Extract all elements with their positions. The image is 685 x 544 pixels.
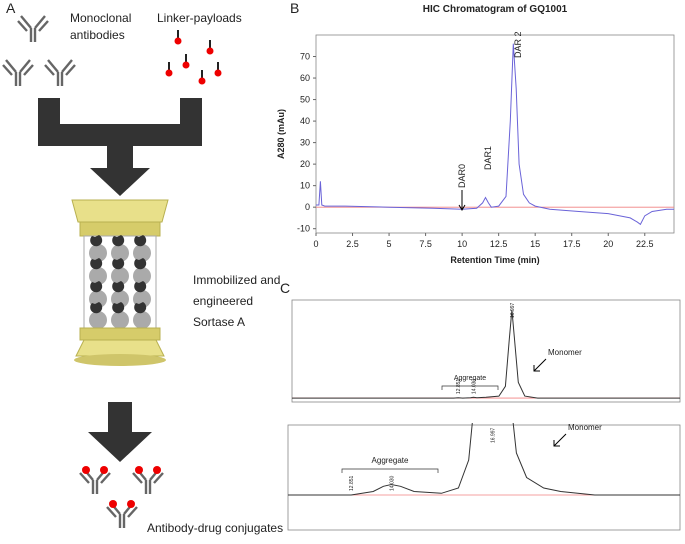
x-tick-label: 7.5 (419, 239, 432, 249)
annotation-arrow (553, 433, 567, 447)
output-label: Antibody-drug conjugates (147, 521, 284, 535)
series-line (288, 423, 680, 496)
x-tick-label: 5 (387, 239, 392, 249)
peak-label: 16.997 (490, 427, 496, 443)
y-tick-label: 30 (300, 138, 310, 148)
input-label: Monoclonal antibodies (70, 11, 132, 43)
x-tick-label: 12.5 (490, 239, 508, 249)
peak-annotation: Monomer (568, 423, 602, 432)
peak-annotation: DAR0 (457, 164, 467, 188)
panel-label: A (6, 0, 16, 16)
peak-annotation: Monomer (548, 348, 582, 357)
x-tick-label: 17.5 (563, 239, 581, 249)
diagram (1, 14, 223, 530)
chart-title: HIC Chromatogram of GQ1001 (423, 4, 568, 15)
x-axis-label: Retention Time (min) (450, 255, 539, 265)
x-tick-label: 20 (603, 239, 613, 249)
series-clip (288, 423, 680, 496)
series-line (292, 309, 680, 399)
y-tick-label: 40 (300, 116, 310, 126)
y-tick-label: 10 (300, 181, 310, 191)
annotation-arrow (458, 190, 466, 211)
peak-label: 14.030 (389, 475, 395, 491)
x-tick-label: 2.5 (346, 239, 359, 249)
panel-label: C (280, 280, 291, 296)
aggregate-bracket (441, 385, 499, 390)
y-tick-label: 50 (300, 95, 310, 105)
y-tick-label: 0 (305, 202, 310, 212)
x-tick-label: 22.5 (636, 239, 654, 249)
input-label: Linker-payloads (157, 11, 242, 25)
peak-annotation: Aggregate (372, 456, 409, 465)
peak-annotation: DAR1 (483, 146, 493, 170)
y-tick-label: 20 (300, 159, 310, 169)
x-tick-label: 10 (457, 239, 467, 249)
x-tick-label: 0 (313, 239, 318, 249)
x-tick-label: 15 (530, 239, 540, 249)
y-axis-label: A280 (mAu) (276, 109, 286, 159)
plot-frame (291, 299, 681, 403)
y-tick-label: 70 (300, 52, 310, 62)
column-label: Immobilized and engineered Sortase A (193, 273, 281, 329)
panel-label: B (290, 0, 300, 16)
peak-label: 16.997 (510, 302, 516, 318)
peak-label: 12.851 (349, 475, 355, 491)
series-line (316, 43, 674, 226)
series-clip (292, 309, 680, 399)
y-tick-label: -10 (297, 224, 310, 234)
plot-frame (287, 424, 681, 531)
plot-frame (315, 34, 675, 234)
peak-annotation: DAR 2 (513, 31, 523, 58)
annotation-arrow (533, 358, 547, 372)
series-clip (316, 43, 674, 226)
aggregate-bracket (341, 468, 439, 473)
peak-annotation: Aggregate (454, 375, 486, 382)
y-tick-label: 60 (300, 73, 310, 83)
